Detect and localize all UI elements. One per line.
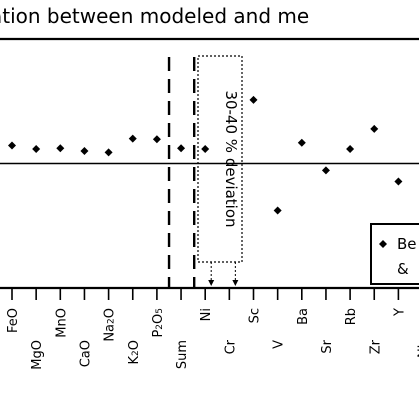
tick-label-cr: Cr (223, 339, 238, 354)
tick-label-k2o: K2O (127, 340, 142, 365)
tick-label-na2o: Na2O (103, 308, 118, 342)
point-sr (321, 166, 330, 175)
annotation-arrowhead-1 (208, 280, 215, 286)
x-tick-labels: FeO MgO MnO CaO Na2O K2O P2O5 Sum Ni Cr Sc V Ba Sr Rb Z… (6, 308, 419, 370)
separator-lines (167, 57, 196, 288)
tick-label-mno: MnO (54, 308, 69, 338)
legend-entry-1: Be (397, 235, 417, 253)
point-y (394, 177, 403, 186)
legend-marker (379, 240, 387, 248)
tick-label-sc: Sc (248, 308, 263, 323)
point-ni (201, 144, 210, 153)
tick-label-feo: FeO (6, 308, 21, 333)
point-rb (346, 144, 355, 153)
deviation-annotation: 30-40 % deviation (197, 55, 243, 286)
point-sc (249, 95, 258, 104)
point-k2o (128, 134, 137, 143)
data-points (8, 95, 419, 252)
point-mno (56, 144, 65, 153)
point-p2o5 (152, 135, 161, 144)
tick-label-sr: Sr (320, 339, 335, 353)
tick-label-ba: Ba (296, 308, 311, 325)
annotation-arrowhead-2 (232, 280, 239, 286)
point-mgo (32, 144, 41, 153)
tick-label-nb: Nb (417, 340, 419, 358)
x-axis-ticks (11, 288, 400, 300)
point-sum (177, 144, 186, 153)
legend-entry-2: & (397, 260, 409, 278)
point-na2o (104, 148, 113, 157)
legend: Be & (370, 223, 419, 285)
tick-label-p2o5: P2O5 (151, 308, 166, 338)
tick-label-ni: Ni (199, 308, 214, 321)
tick-label-zr: Zr (368, 339, 383, 354)
tick-label-y: Y (392, 308, 407, 317)
tick-label-cao: CaO (78, 340, 93, 367)
point-zr (370, 124, 379, 133)
chart-title: ation between modeled and me (0, 4, 309, 28)
point-feo (8, 141, 16, 150)
annotation-text: 30-40 % deviation (222, 90, 240, 227)
point-ba (297, 138, 306, 147)
tick-label-sum: Sum (175, 340, 190, 369)
point-cao (80, 147, 89, 156)
annotation-box (197, 55, 243, 263)
point-v (273, 206, 282, 215)
tick-label-v: V (272, 340, 287, 349)
tick-label-rb: Rb (344, 308, 359, 325)
legend-box (370, 223, 419, 285)
tick-label-mgo: MgO (30, 340, 45, 370)
